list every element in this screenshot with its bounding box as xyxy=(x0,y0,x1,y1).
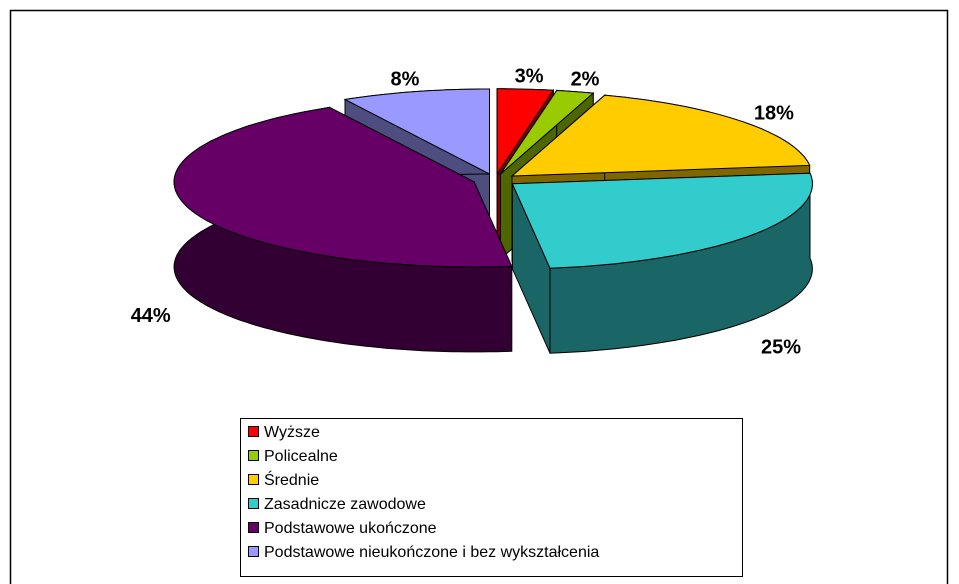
legend-box xyxy=(240,418,743,577)
chart-border xyxy=(9,9,949,584)
slice-top xyxy=(496,88,555,176)
legend-swatch xyxy=(248,426,259,437)
legend-label: Wyższe xyxy=(264,424,320,441)
slice-top xyxy=(343,88,490,175)
data-label: 2% xyxy=(571,68,600,90)
legend-label: Podstawowe ukończone xyxy=(264,520,437,537)
slice xyxy=(511,172,813,354)
legend-swatch xyxy=(248,474,259,485)
slice-top xyxy=(500,89,595,175)
data-label: 3% xyxy=(515,66,544,88)
data-label: 8% xyxy=(391,68,420,90)
slice-top xyxy=(173,106,513,268)
legend-label: Średnie xyxy=(264,470,319,489)
legend-swatch xyxy=(248,498,259,509)
data-label: 25% xyxy=(761,337,801,359)
data-label: 18% xyxy=(754,102,794,124)
slice-top xyxy=(510,94,811,177)
legend-label: Zasadnicze zawodowe xyxy=(264,496,426,513)
data-label: 44% xyxy=(131,305,171,327)
slice-top xyxy=(511,172,813,269)
legend-label: Policealne xyxy=(264,448,338,465)
legend-swatch xyxy=(248,546,259,557)
legend-swatch xyxy=(248,450,259,461)
pie xyxy=(173,88,813,354)
slice xyxy=(173,106,513,353)
legend-swatch xyxy=(248,522,259,533)
legend-label: Podstawowe nieukończone i bez wykształce… xyxy=(264,544,599,561)
